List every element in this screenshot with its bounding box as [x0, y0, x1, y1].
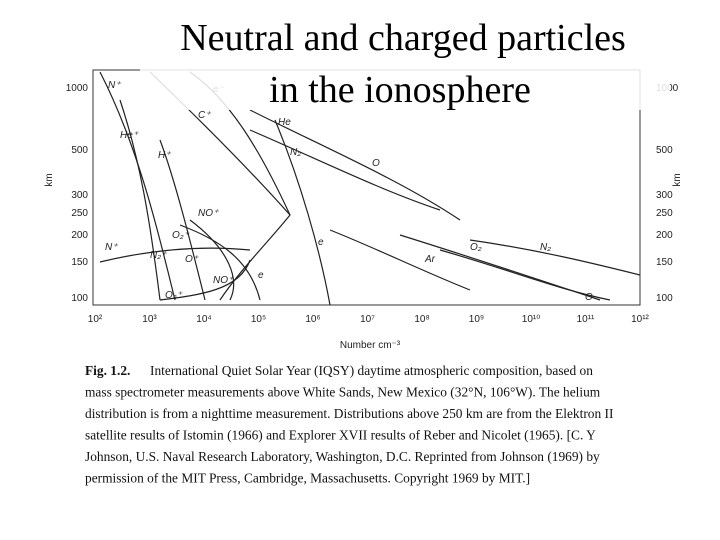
- y-tick-label: 1000: [66, 83, 89, 94]
- curve-label: N⁺: [105, 242, 118, 253]
- curve-label: N₂: [290, 147, 301, 158]
- title-backdrop: [140, 10, 670, 110]
- x-tick-label: 10³: [142, 314, 157, 325]
- y-axis-label: km: [44, 173, 55, 186]
- x-tick-label: 10¹¹: [577, 314, 595, 325]
- y-tick-label-right: 300: [656, 190, 673, 201]
- caption: Fig. 1.2. International Quiet Solar Year…: [85, 363, 613, 486]
- curve-label: N⁺: [108, 80, 121, 91]
- y-tick-label-right: 200: [656, 230, 673, 241]
- x-tick-label: 10²: [88, 314, 103, 325]
- y-tick-label: 100: [71, 293, 88, 304]
- y-tick-label-right: 150: [656, 257, 673, 268]
- curve-label: N₂⁺: [150, 250, 167, 261]
- curve-label: O: [585, 292, 593, 303]
- y-axis-label-right: km: [672, 173, 683, 186]
- curve-label: NO⁺: [198, 208, 219, 219]
- caption-line: Johnson, U.S. Naval Research Laboratory,…: [85, 449, 600, 464]
- curve-label: e: [318, 237, 324, 248]
- curve-label: N₂: [540, 242, 551, 253]
- y-tick-label: 500: [71, 145, 88, 156]
- y-tick-labels: 1000100050050030030025025020020015015010…: [66, 83, 679, 304]
- x-tick-label: 10⁷: [360, 314, 375, 325]
- caption-line: distribution is from a nighttime measure…: [85, 406, 613, 421]
- curve-labels: N⁺e⁻He⁺H⁺C⁺HeN₂ONO⁺O₂⁺N⁺N₂⁺O⁺eO₂N₂ArNO⁺e…: [105, 80, 593, 303]
- x-tick-label: 10¹⁰: [522, 314, 540, 325]
- caption-label: Fig. 1.2.: [85, 363, 130, 378]
- title-line: in the ionosphere: [269, 69, 531, 111]
- caption-line: permission of the MIT Press, Cambridge, …: [85, 471, 530, 486]
- title-line: Neutral and charged particles: [180, 17, 626, 59]
- curve-label: O⁺: [185, 254, 199, 265]
- curve-label: e: [258, 270, 264, 281]
- curve-label: O₂⁺: [172, 230, 190, 241]
- caption-line: International Quiet Solar Year (IQSY) da…: [150, 363, 593, 378]
- y-tick-label-right: 250: [656, 208, 673, 219]
- curve-label: O₂⁺: [165, 290, 183, 301]
- y-tick-label: 250: [71, 208, 88, 219]
- x-axis-label: Number cm⁻³: [340, 340, 401, 351]
- x-tick-label: 10⁴: [196, 314, 211, 325]
- curve-label: NO⁺: [213, 275, 234, 286]
- y-tick-label: 200: [71, 230, 88, 241]
- curve-label: O: [372, 158, 380, 169]
- x-tick-label: 10¹²: [631, 314, 649, 325]
- y-tick-label-right: 100: [656, 293, 673, 304]
- curve-label: C⁺: [198, 110, 211, 121]
- curve-label: O₂: [470, 242, 482, 253]
- curve-label: He: [278, 117, 291, 128]
- y-tick-label: 300: [71, 190, 88, 201]
- x-tick-label: 10⁶: [305, 314, 320, 325]
- curve-label: He⁺: [120, 130, 139, 141]
- x-tick-labels: 10² 10³ 10⁴ 10⁵ 10⁶ 10⁷ 10⁸ 10⁹ 10¹⁰ 10¹¹ 10¹²: [88, 314, 650, 325]
- caption-line: satellite results of Istomin (1966) and …: [85, 428, 596, 443]
- x-tick-label: 10⁵: [251, 314, 266, 325]
- y-tick-label-right: 500: [656, 145, 673, 156]
- x-tick-label: 10⁸: [414, 314, 429, 325]
- curve-label: H⁺: [158, 150, 171, 161]
- y-tick-label: 150: [71, 257, 88, 268]
- x-tick-label: 10⁹: [469, 314, 484, 325]
- caption-line: mass spectrometer measurements above Whi…: [85, 385, 601, 400]
- curve-label: Ar: [424, 254, 436, 265]
